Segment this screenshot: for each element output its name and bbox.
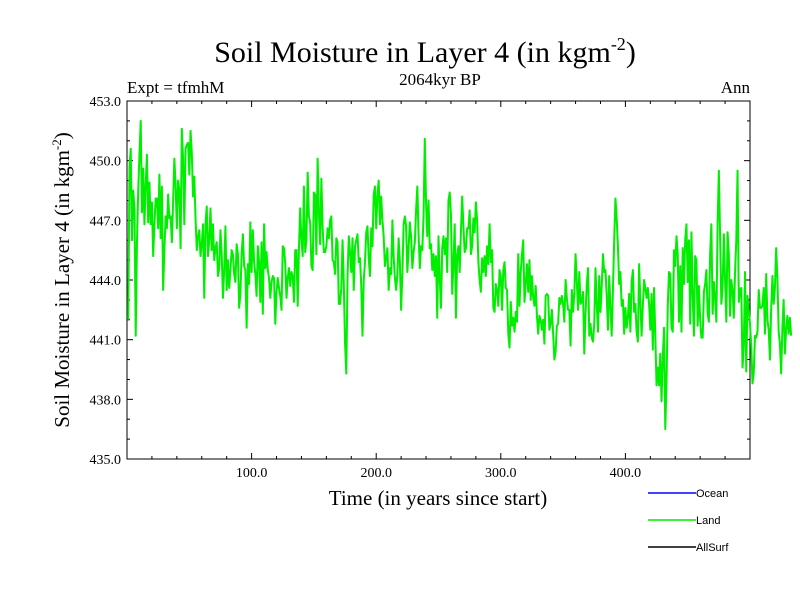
x-tick-label: 400.0 [610,466,642,481]
x-tick-label: 100.0 [236,466,268,481]
y-axis-label: Soil Moisture in Layer 4 (in kgm-2) [49,132,74,427]
y-tick-label: 450.0 [90,155,122,170]
experiment-label: Expt = tfmhM [127,78,224,97]
y-tick-label: 438.0 [90,393,122,408]
season-label: Ann [721,78,751,97]
series-line-land [127,119,793,431]
legend-label-ocean: Ocean [696,488,728,500]
x-tick-label: 300.0 [485,466,517,481]
legend-label-allsurf: AllSurf [696,542,729,554]
y-tick-label: 441.0 [90,334,122,349]
y-tick-label: 444.0 [90,274,122,289]
legend-label-land: Land [696,515,720,527]
y-tick-label: 453.0 [90,95,122,110]
y-tick-label: 435.0 [90,453,122,468]
series-group [127,119,793,431]
x-axis: 100.0 200.0 300.0 400.0 [151,101,726,481]
chart-subtitle: 2064kyr BP [399,70,481,89]
x-axis-label: Time (in years since start) [329,486,548,510]
y-tick-label: 447.0 [90,214,122,229]
x-tick-label: 200.0 [360,466,392,481]
chart-title: Soil Moisture in Layer 4 (in kgm-2) [214,34,636,69]
legend: Ocean Land AllSurf [648,488,729,554]
